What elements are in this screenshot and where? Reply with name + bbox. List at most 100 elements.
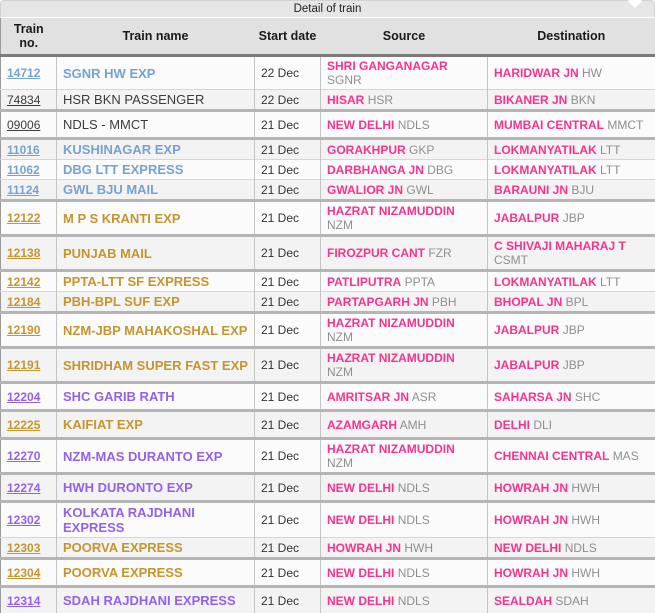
source-code: GKP — [409, 143, 434, 157]
destination-station: SEALDAH — [494, 594, 552, 608]
table-row: 12142 PPTA-LTT SF EXPRESS 21 Dec PATLIPU… — [1, 271, 655, 292]
source-code: NDLS — [398, 481, 430, 495]
table-row: 12314 SDAH RAJDHANI EXPRESS 21 Dec NEW D… — [1, 587, 655, 613]
titlebar: Detail of train — [0, 0, 655, 18]
destination-station: DELHI — [494, 418, 530, 432]
start-date: 22 Dec — [255, 90, 321, 111]
col-header-start-date: Start date — [255, 18, 321, 56]
start-date: 21 Dec — [255, 587, 321, 613]
source-station: HAZRAT NIZAMUDDIN — [327, 316, 455, 330]
source-station: GORAKHPUR — [327, 143, 406, 157]
train-name: POORVA EXPRESS — [63, 540, 183, 555]
start-date: 21 Dec — [255, 313, 321, 348]
source-station: HAZRAT NIZAMUDDIN — [327, 204, 455, 218]
train-number-link[interactable]: 12190 — [7, 323, 40, 337]
train-name: SGNR HW EXP — [63, 66, 155, 81]
train-name: NDLS - MMCT — [63, 117, 148, 132]
destination-station: LOKMANYATILAK — [494, 143, 597, 157]
destination-code: MAS — [613, 449, 639, 463]
train-number-link[interactable]: 12142 — [7, 275, 40, 289]
train-number-link[interactable]: 12191 — [7, 358, 40, 372]
source-code: NDLS — [398, 513, 430, 527]
source-code: HSR — [368, 93, 393, 107]
train-number-link[interactable]: 12304 — [7, 566, 40, 580]
table-row: 12274 HWH DURONTO EXP 21 Dec NEW DELHI N… — [1, 474, 655, 502]
destination-code: NDLS — [565, 541, 597, 555]
destination-station: BARAUNI JN — [494, 183, 568, 197]
train-number-link[interactable]: 12122 — [7, 211, 40, 225]
train-name: PPTA-LTT SF EXPRESS — [63, 274, 209, 289]
train-number-link[interactable]: 12302 — [7, 513, 40, 527]
source-station: FIROZPUR CANT — [327, 246, 425, 260]
train-name: KAIFIAT EXP — [63, 417, 143, 432]
train-number-link[interactable]: 12204 — [7, 390, 40, 404]
train-number-link[interactable]: 12184 — [7, 295, 40, 309]
train-number-link[interactable]: 09006 — [7, 118, 40, 132]
train-detail-table: Train no. Train name Start date Source D… — [0, 18, 655, 613]
destination-station: C SHIVAJI MAHARAJ T — [494, 239, 626, 253]
source-station: NEW DELHI — [327, 594, 394, 608]
source-station: GWALIOR JN — [327, 183, 403, 197]
train-number-link[interactable]: 12270 — [7, 449, 40, 463]
destination-station: HOWRAH JN — [494, 513, 568, 527]
source-station: PATLIPUTRA — [327, 275, 401, 289]
destination-station: HOWRAH JN — [494, 566, 568, 580]
train-number-link[interactable]: 12314 — [7, 594, 40, 608]
source-station: NEW DELHI — [327, 118, 394, 132]
table-row: 11124 GWL BJU MAIL 21 Dec GWALIOR JN GWL… — [1, 180, 655, 201]
destination-code: CSMT — [494, 253, 528, 267]
start-date: 21 Dec — [255, 348, 321, 383]
source-station: SHRI GANGANAGAR — [327, 59, 448, 73]
destination-station: JABALPUR — [494, 323, 559, 337]
train-number-link[interactable]: 11124 — [7, 183, 39, 197]
train-name: POORVA EXPRESS — [63, 565, 183, 580]
train-number-link[interactable]: 12225 — [7, 418, 40, 432]
train-number-link[interactable]: 11016 — [7, 143, 40, 157]
start-date: 21 Dec — [255, 201, 321, 236]
destination-code: HWH — [571, 513, 600, 527]
destination-station: HARIDWAR JN — [494, 66, 579, 80]
table-row: 12138 PUNJAB MAIL 21 Dec FIROZPUR CANT F… — [1, 236, 655, 271]
train-number-link[interactable]: 12303 — [7, 541, 40, 555]
destination-code: BPL — [566, 295, 589, 309]
source-code: GWL — [406, 183, 433, 197]
start-date: 21 Dec — [255, 111, 321, 139]
destination-code: DLI — [533, 418, 552, 432]
train-name: NZM-JBP MAHAKOSHAL EXP — [63, 323, 247, 338]
destination-code: HWH — [571, 566, 600, 580]
train-name: SHRIDHAM SUPER FAST EXP — [63, 358, 248, 373]
train-number-link[interactable]: 14712 — [7, 66, 40, 80]
start-date: 21 Dec — [255, 411, 321, 439]
destination-code: MMCT — [607, 118, 643, 132]
table-row: 12184 PBH-BPL SUF EXP 21 Dec PARTAPGARH … — [1, 292, 655, 313]
source-code: ASR — [412, 390, 437, 404]
train-number-link[interactable]: 74834 — [7, 93, 40, 107]
start-date: 21 Dec — [255, 474, 321, 502]
destination-station: BIKANER JN — [494, 93, 567, 107]
col-header-source: Source — [321, 18, 488, 56]
table-row: 14712 SGNR HW EXP 22 Dec SHRI GANGANAGAR… — [1, 56, 655, 90]
destination-station: LOKMANYATILAK — [494, 275, 597, 289]
table-row: 12122 M P S KRANTI EXP 21 Dec HAZRAT NIZ… — [1, 201, 655, 236]
destination-code: BJU — [571, 183, 594, 197]
start-date: 21 Dec — [255, 139, 321, 160]
destination-code: LTT — [600, 275, 620, 289]
destination-code: LTT — [600, 163, 620, 177]
train-name: HSR BKN PASSENGER — [63, 92, 204, 107]
train-name: NZM-MAS DURANTO EXP — [63, 449, 222, 464]
destination-station: JABALPUR — [494, 211, 559, 225]
table-row: 11016 KUSHINAGAR EXP 21 Dec GORAKHPUR GK… — [1, 139, 655, 160]
train-number-link[interactable]: 12138 — [7, 246, 40, 260]
source-code: NZM — [327, 330, 353, 344]
train-number-link[interactable]: 12274 — [7, 481, 40, 495]
source-code: FZR — [428, 246, 451, 260]
train-number-link[interactable]: 11062 — [7, 163, 40, 177]
start-date: 21 Dec — [255, 236, 321, 271]
table-row: 09006 NDLS - MMCT 21 Dec NEW DELHI NDLS … — [1, 111, 655, 139]
source-station: DARBHANGA JN — [327, 163, 424, 177]
train-name: SDAH RAJDHANI EXPRESS — [63, 593, 236, 608]
start-date: 21 Dec — [255, 538, 321, 559]
table-row: 12225 KAIFIAT EXP 21 Dec AZAMGARH AMH DE… — [1, 411, 655, 439]
source-station: HAZRAT NIZAMUDDIN — [327, 442, 455, 456]
destination-station: MUMBAI CENTRAL — [494, 118, 604, 132]
